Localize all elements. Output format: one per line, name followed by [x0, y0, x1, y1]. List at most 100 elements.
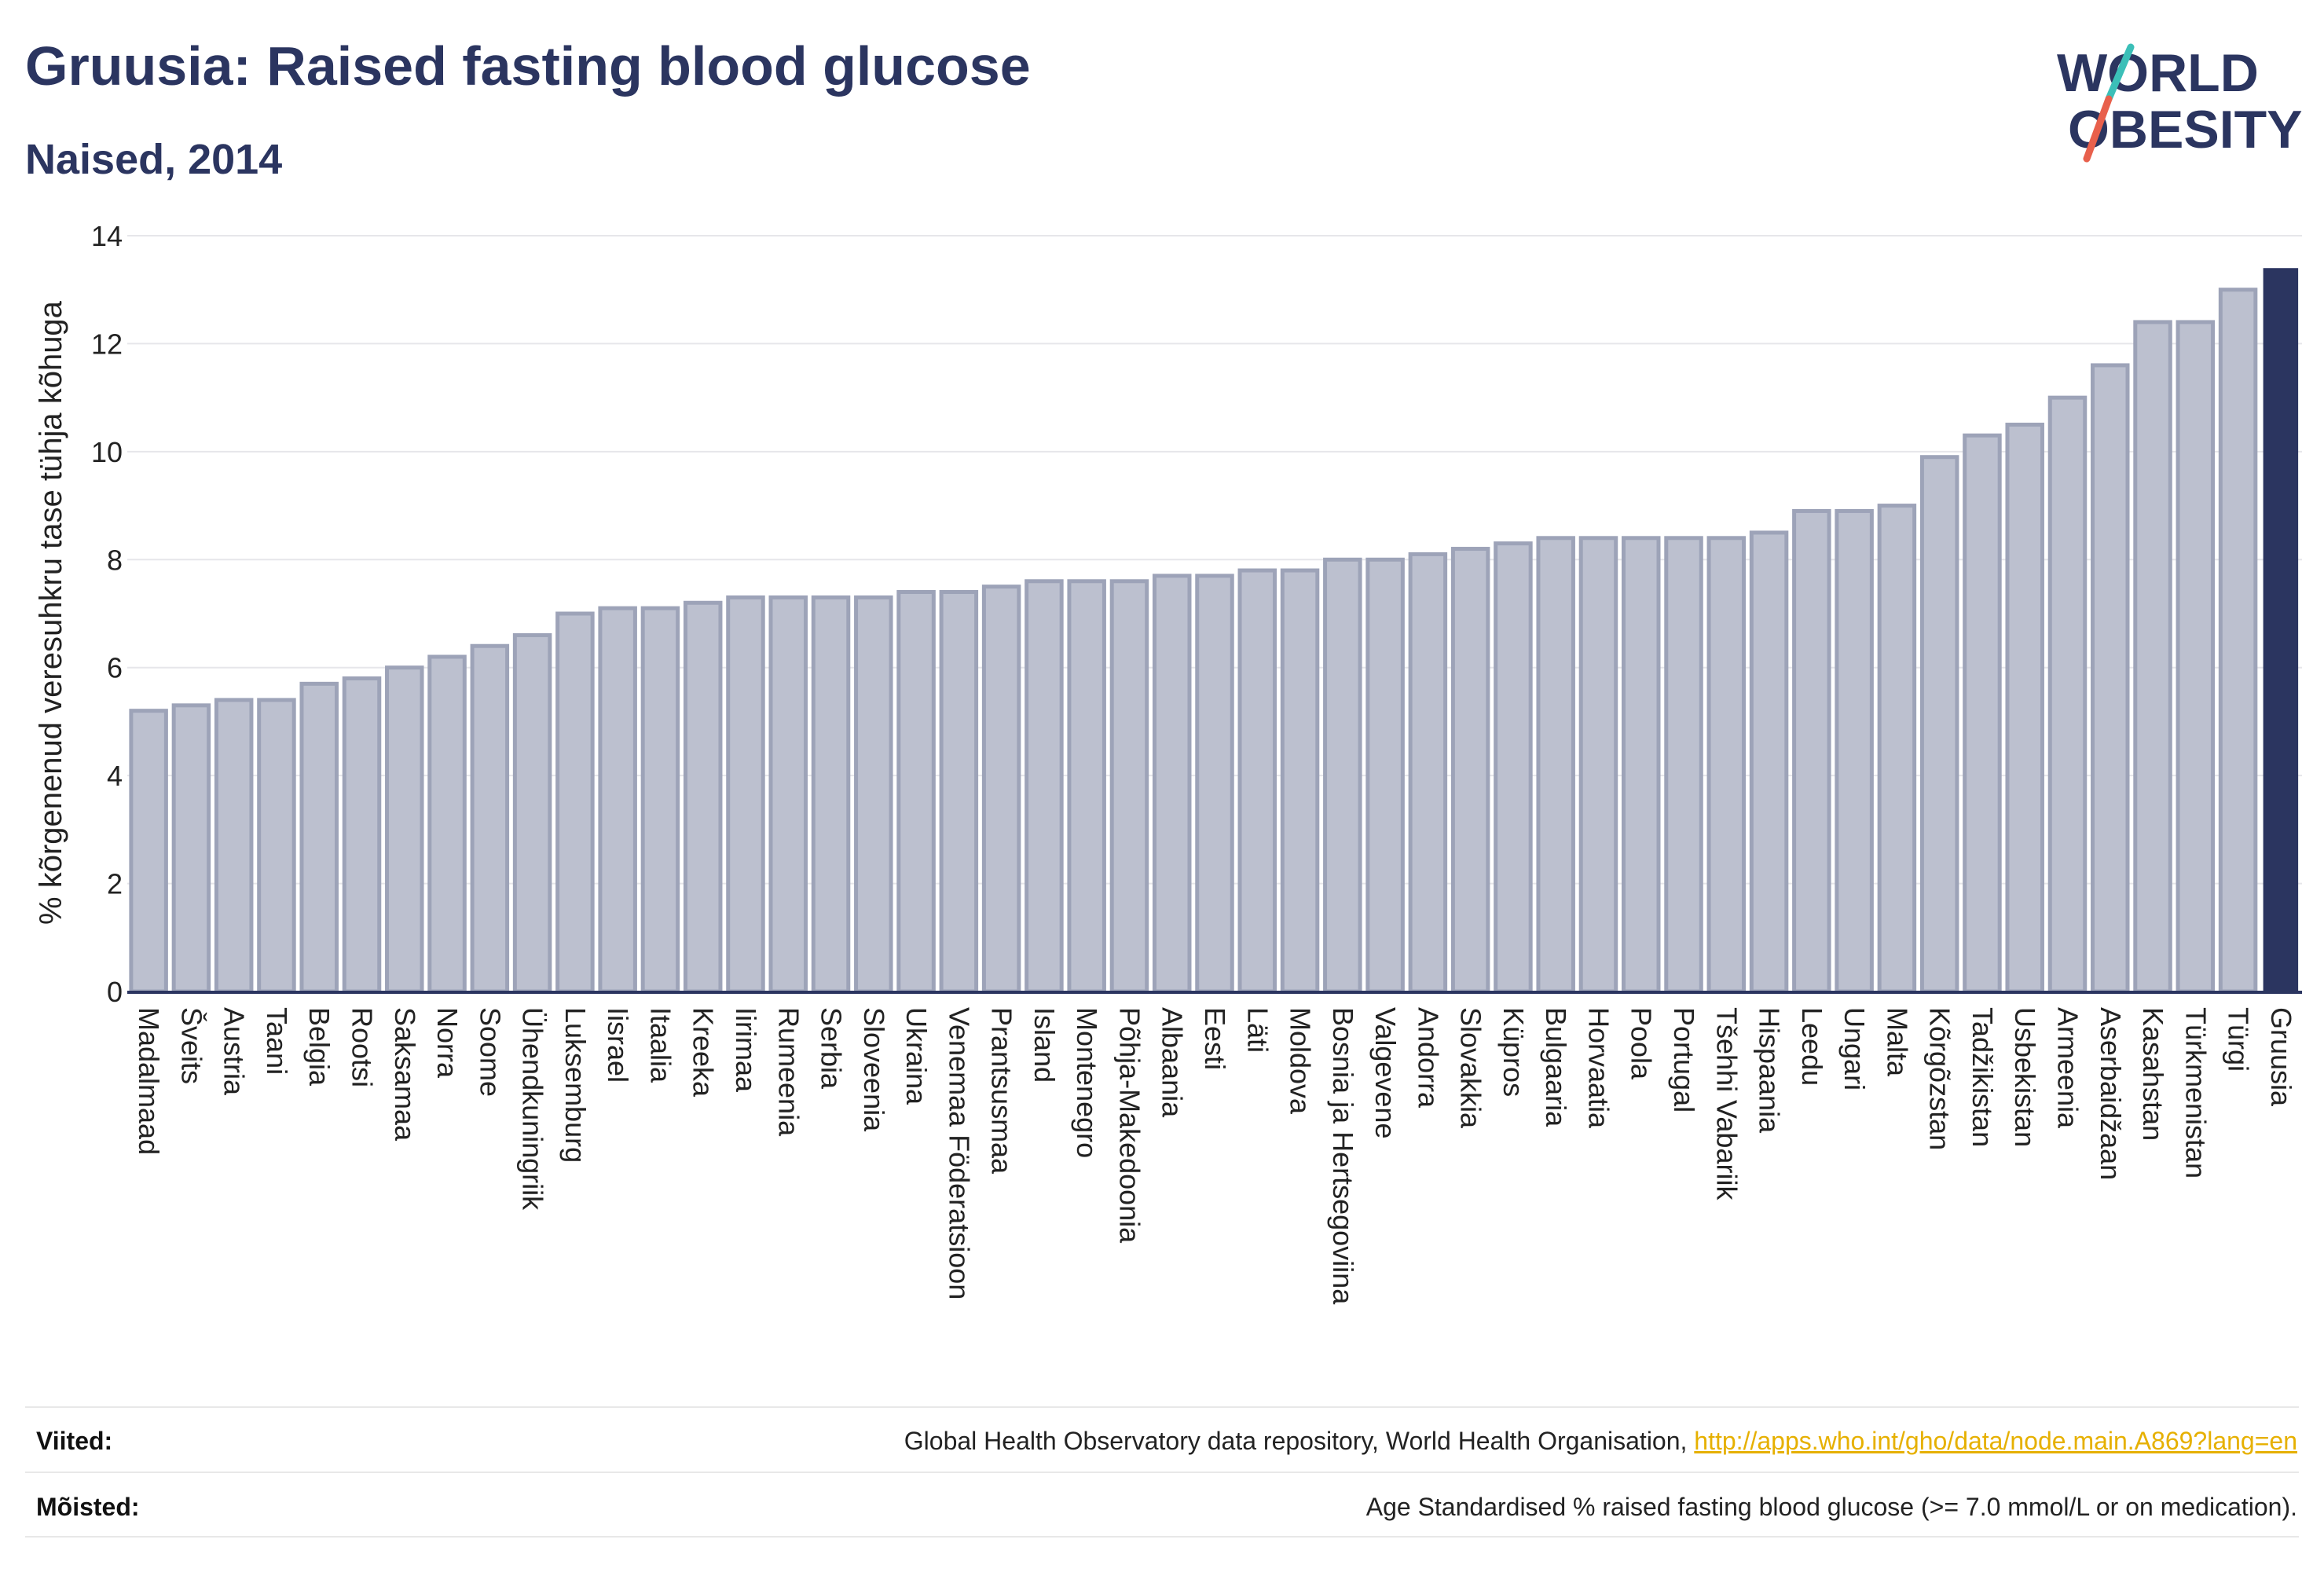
x-category-label: Tšehhi Vabariik [1710, 1007, 1743, 1200]
bar [1450, 547, 1490, 994]
x-category-label: Ungari [1838, 1007, 1871, 1090]
y-tick-label: 8 [107, 544, 123, 576]
x-category-label: Slovakkia [1455, 1007, 1487, 1129]
x-axis-labels: Madalmaad Šveits Austria Taani Belgia Rootsi S… [133, 1007, 2297, 1305]
bar [726, 595, 765, 994]
x-category-label: Montenegro [1071, 1007, 1103, 1158]
world-obesity-logo: WORLD OBESITY [2057, 43, 2303, 163]
bar [683, 600, 723, 994]
bar [214, 698, 254, 994]
bar [1963, 433, 2002, 994]
logo-line1: WORLD [2057, 43, 2259, 103]
x-category-label: Rootsi [346, 1007, 379, 1087]
chart-title: Gruusia: Raised fasting blood glucose [25, 35, 1031, 97]
y-tick-label: 4 [107, 760, 123, 792]
bar-highlight [2263, 268, 2299, 991]
x-category-label: Norra [431, 1007, 464, 1079]
bar [129, 709, 168, 994]
definitions-label: Mõisted: [36, 1493, 140, 1521]
bar [2047, 395, 2088, 994]
x-category-label: Aserbaidžaan [2095, 1007, 2127, 1180]
bar [1749, 530, 1789, 994]
y-axis-ticks: 0 2 4 6 8 10 12 14 [91, 220, 123, 1008]
bar [1237, 568, 1277, 994]
bar [2133, 320, 2172, 994]
y-tick-label: 6 [107, 652, 123, 684]
x-category-label: Iisrael [602, 1007, 634, 1083]
bars [127, 268, 2302, 994]
x-category-label: Küpros [1497, 1007, 1530, 1097]
x-category-label: Taani [261, 1007, 293, 1075]
bar [342, 676, 382, 994]
x-category-label: Moldova [1285, 1007, 1317, 1115]
x-category-label: Armeenia [2051, 1007, 2084, 1129]
x-category-label: Gruusia [2265, 1007, 2297, 1107]
bar [1280, 568, 1320, 994]
x-category-label: Madalmaad [133, 1007, 165, 1155]
x-category-label: Tadžikistan [1967, 1007, 1999, 1147]
x-category-label: Kasahstan [2137, 1007, 2169, 1141]
x-category-label: Portugal [1668, 1007, 1700, 1112]
x-category-label: Hispaania [1754, 1007, 1786, 1134]
x-category-label: Albaania [1157, 1007, 1189, 1118]
bar [1578, 536, 1618, 994]
x-category-label: Sloveenia [858, 1007, 890, 1132]
x-category-label: Island [1028, 1007, 1061, 1083]
x-category-label: Põhja-Makedoonia [1113, 1007, 1146, 1244]
x-category-label: Horvaatia [1582, 1007, 1615, 1129]
bar [1919, 455, 1959, 994]
x-category-label: Ukraina [900, 1007, 933, 1105]
x-category-label: Šveits [175, 1007, 207, 1084]
bar [427, 654, 467, 994]
y-tick-label: 12 [91, 328, 123, 360]
x-category-label: Kreeka [687, 1007, 720, 1098]
bar [1408, 552, 1448, 994]
bar [981, 585, 1021, 994]
y-tick-label: 10 [91, 436, 123, 468]
logo-slash-coral [2083, 95, 2113, 163]
bar [1706, 536, 1747, 994]
y-tick-label: 2 [107, 868, 123, 900]
bar [1195, 574, 1234, 994]
bar [1835, 508, 1874, 994]
x-category-label: Kõrgõzstan [1924, 1007, 1956, 1150]
bar [1621, 536, 1661, 994]
sources-text: Global Health Observatory data repositor… [904, 1427, 2297, 1456]
x-category-label: Poola [1626, 1007, 1658, 1080]
x-category-label: Malta [1881, 1007, 1913, 1077]
bar-chart: 0 2 4 6 8 10 12 14 Madalmaad Šveits Austria Taani B… [34, 220, 2302, 1305]
logo-slash-teal [2105, 43, 2135, 103]
x-category-label: Eesti [1199, 1007, 1231, 1070]
bar [1152, 574, 1192, 994]
y-tick-label: 14 [91, 220, 123, 252]
x-category-label: Rumeenia [772, 1007, 805, 1137]
bar [1067, 579, 1106, 994]
x-category-label: Belgia [303, 1007, 335, 1087]
bar [1025, 579, 1064, 994]
bar [1664, 536, 1703, 994]
bar [1365, 557, 1405, 994]
bar [171, 703, 211, 994]
x-category-label: Prantsusmaa [986, 1007, 1018, 1175]
x-category-label: Iirimaa [730, 1007, 762, 1093]
bar [385, 665, 424, 994]
bar [640, 606, 680, 994]
bar [1877, 504, 1917, 994]
bar [768, 595, 808, 994]
y-tick-label: 0 [107, 976, 123, 1008]
x-category-label: Bosnia ja Hertsegoviina [1327, 1007, 1359, 1305]
chart-subtitle: Naised, 2014 [25, 136, 283, 183]
x-category-label: Läti [1241, 1007, 1274, 1053]
x-category-label: Valgevene [1369, 1007, 1402, 1138]
sources-link[interactable]: http://apps.who.int/gho/data/node.main.A… [1694, 1427, 2297, 1455]
bar [939, 590, 979, 994]
footer-divider-bottom [25, 1536, 2299, 1538]
bar [257, 698, 296, 994]
bar [555, 611, 595, 994]
x-category-label: Ühendkuningriik [517, 1007, 549, 1211]
bar [1536, 536, 1575, 994]
y-axis-label: % kõrgenenud veresuhkru tase tühja kõhug… [34, 300, 68, 925]
bar [1323, 557, 1362, 994]
bar [512, 632, 552, 994]
x-category-label: Leedu [1796, 1007, 1828, 1086]
